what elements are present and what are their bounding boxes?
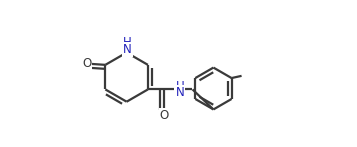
Text: H: H — [175, 80, 184, 93]
Text: O: O — [82, 57, 91, 70]
Text: H: H — [123, 36, 132, 49]
Text: N: N — [123, 43, 132, 56]
Text: O: O — [160, 109, 169, 122]
Text: N: N — [175, 86, 184, 99]
